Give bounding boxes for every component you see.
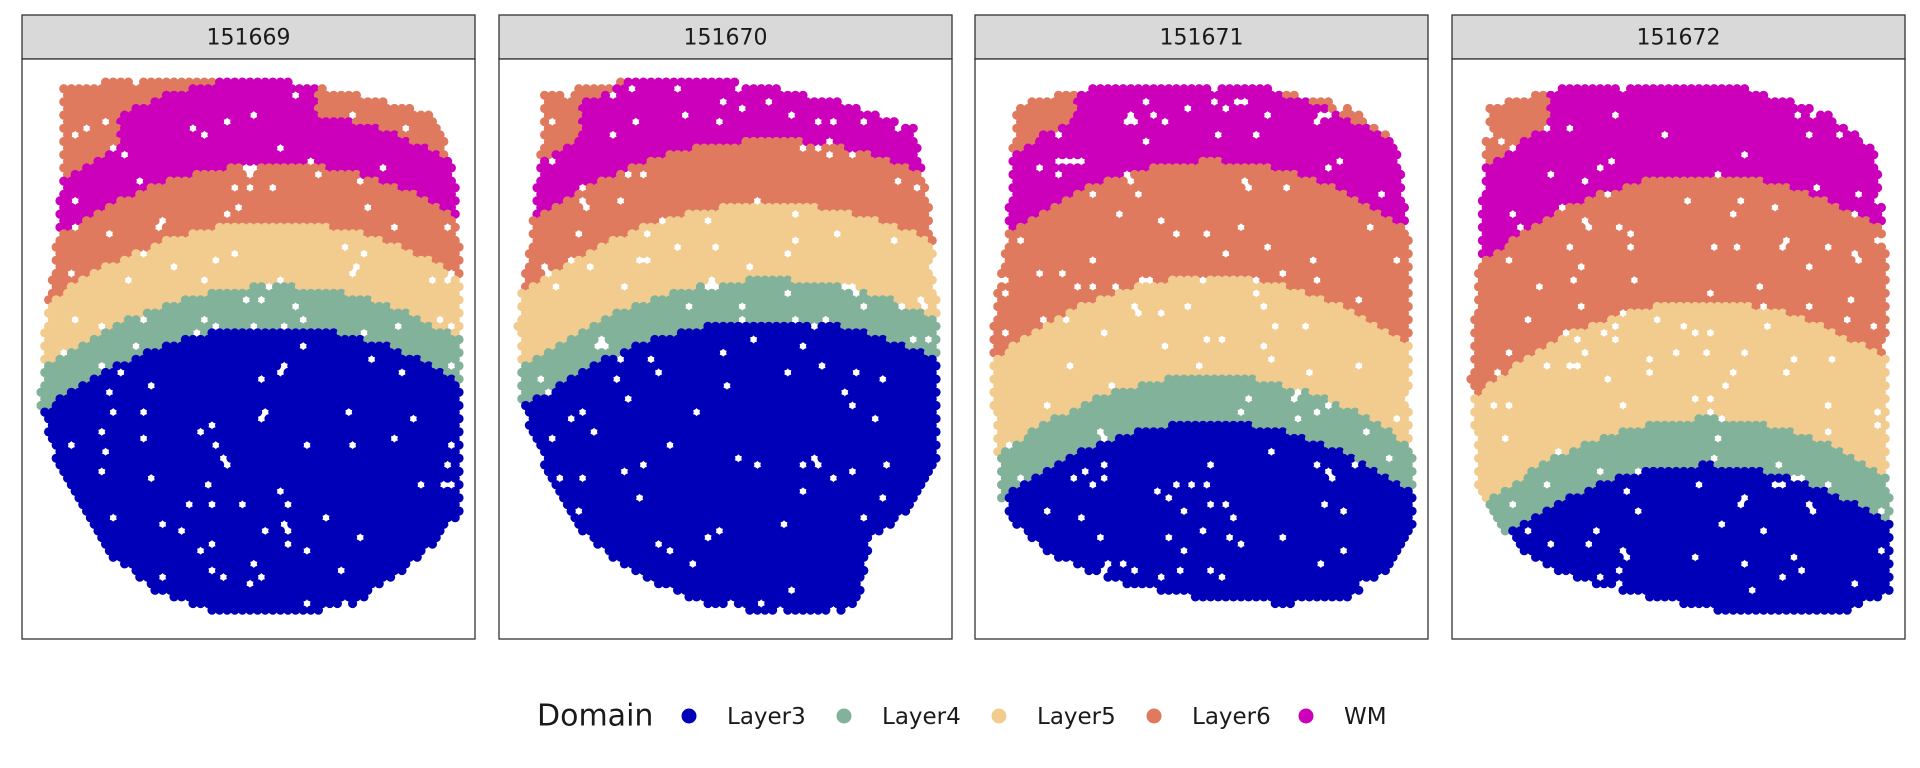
spot-Layer3: [374, 579, 384, 589]
facet-strip-label: 151669: [207, 26, 291, 51]
spot-Layer3: [332, 598, 342, 609]
spot-Layer3: [412, 552, 422, 562]
spot-Layer3: [313, 605, 323, 615]
spot-Layer3: [450, 513, 460, 523]
facet-panel-151670: 151670: [498, 14, 953, 640]
facet-strip: [21, 14, 476, 60]
spot-Layer3: [427, 539, 437, 549]
facet-strip-label: 151670: [684, 26, 768, 51]
spot-Layer3: [348, 598, 358, 609]
facet-panel-151669: 151669: [21, 14, 476, 640]
facet-panels: 151669 151670 151671 151672: [21, 14, 1906, 640]
spot-Layer3: [397, 565, 407, 576]
spot-Layer3: [359, 592, 369, 602]
spot-Layer3: [386, 572, 396, 582]
spot-layer: [36, 77, 464, 615]
